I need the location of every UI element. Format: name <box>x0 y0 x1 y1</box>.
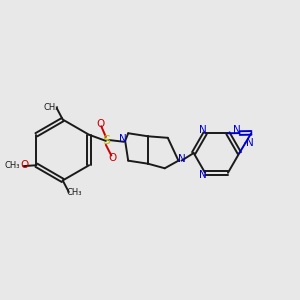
Text: N: N <box>199 125 207 135</box>
Text: N: N <box>233 125 241 135</box>
Text: N: N <box>199 170 207 180</box>
Text: CH₃: CH₃ <box>4 161 20 170</box>
Text: N: N <box>119 134 127 144</box>
Text: S: S <box>102 134 110 147</box>
Text: CH₃: CH₃ <box>67 188 82 197</box>
Text: O: O <box>20 160 28 170</box>
Text: N: N <box>246 138 254 148</box>
Text: O: O <box>108 153 116 163</box>
Text: O: O <box>96 119 104 129</box>
Text: N: N <box>178 154 185 164</box>
Text: CH₃: CH₃ <box>44 103 59 112</box>
